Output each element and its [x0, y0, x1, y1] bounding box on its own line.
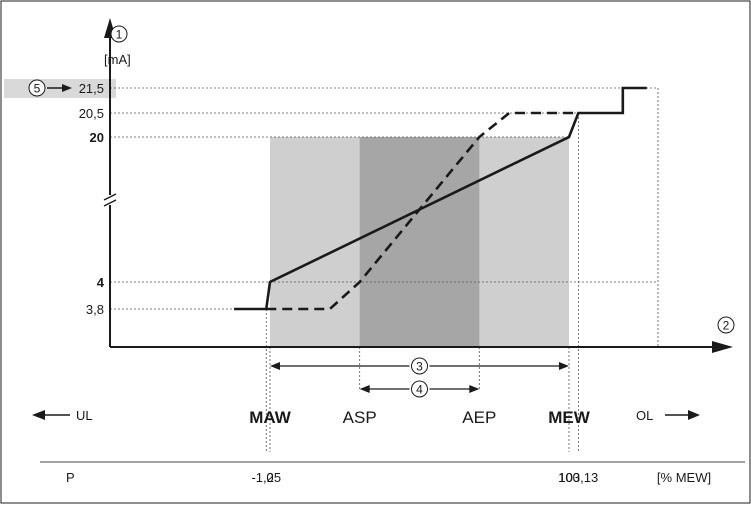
y-axis-marker-number: 1	[116, 28, 123, 42]
x-axis-marker: 2	[718, 317, 734, 333]
callout-marker-number: 5	[34, 82, 41, 96]
range-marker-label-number: 4	[416, 383, 423, 397]
range-marker-label: 4	[412, 381, 428, 397]
y-tick-label-21,5: 21,5	[79, 81, 104, 96]
y-tick-label-20: 20	[90, 130, 104, 145]
y-tick-label-20,5: 20,5	[79, 106, 104, 121]
label-asp: ASP	[343, 408, 377, 427]
y-tick-label-4: 4	[97, 275, 105, 290]
label-ul: UL	[76, 408, 93, 423]
y-tick-label-3,8: 3,8	[86, 302, 104, 317]
x-tick-label-103,13: 103,13	[558, 470, 598, 485]
x-tick-label-0: 0	[266, 470, 273, 485]
region-set-range	[360, 137, 480, 347]
y-axis-marker: 1	[111, 26, 127, 42]
label-aep: AEP	[462, 408, 496, 427]
label-maw: MAW	[249, 408, 292, 427]
y-axis-unit: [mA]	[104, 52, 131, 67]
p-row-label: P	[66, 470, 75, 485]
range-marker-label-number: 3	[416, 360, 423, 374]
range-marker-label: 3	[412, 358, 428, 374]
callout-marker: 5	[29, 80, 45, 96]
label-ol: OL	[636, 408, 653, 423]
x-axis-marker-number: 2	[723, 319, 730, 333]
label-mew: MEW	[548, 408, 591, 427]
x-axis-unit: [% MEW]	[657, 470, 711, 485]
